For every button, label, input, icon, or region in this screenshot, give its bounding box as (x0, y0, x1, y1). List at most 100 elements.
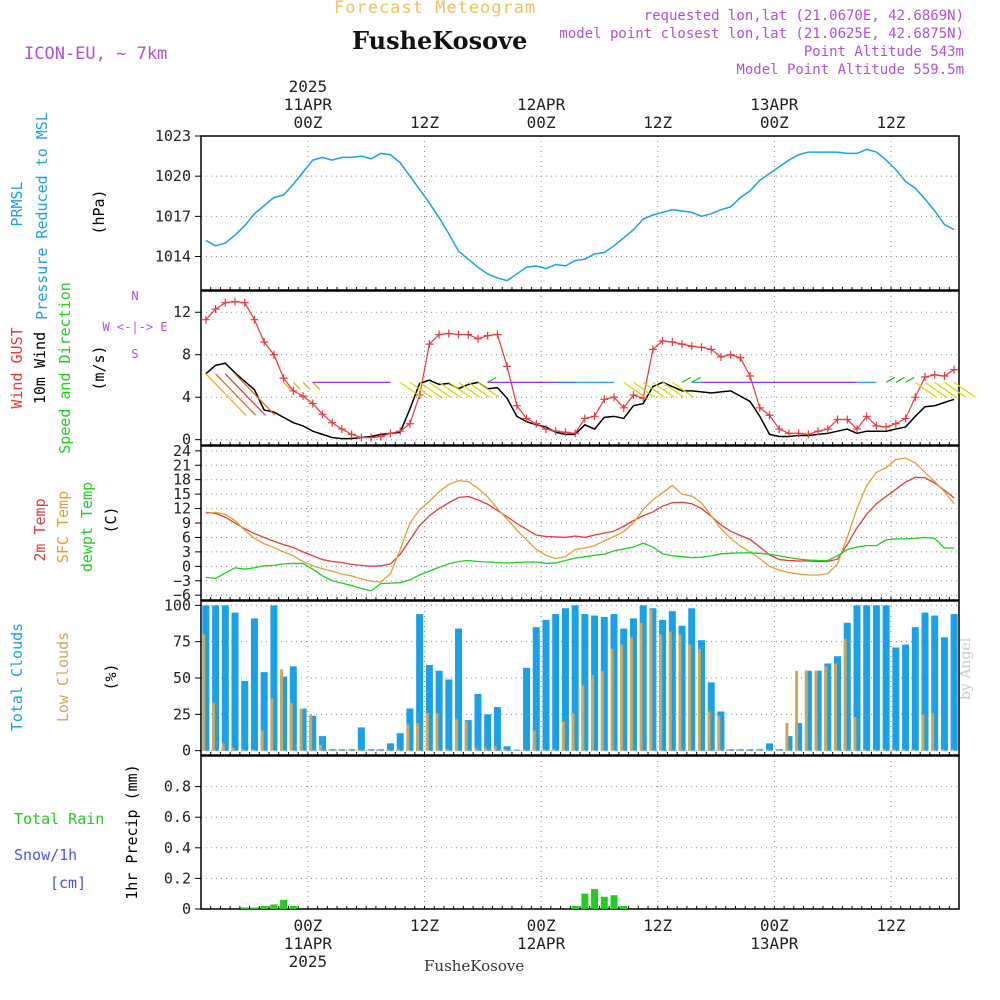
low-cloud-bar (202, 634, 206, 751)
rain-bar (280, 899, 288, 909)
wind-direction-arrow (885, 376, 896, 383)
gust-marker (551, 427, 560, 436)
total-cloud-bar (600, 616, 608, 751)
total-cloud-bar (902, 644, 910, 751)
total-cloud-bar (824, 663, 832, 751)
wind-direction-arrow (205, 373, 247, 416)
low-cloud-bar (299, 708, 303, 751)
low-cloud-bar (348, 749, 352, 751)
wind-direction-arrow (691, 376, 701, 383)
total-cloud-bar (338, 749, 346, 751)
total-cloud-bar (328, 749, 336, 751)
low-cloud-bar (766, 749, 769, 751)
low-cloud-bar (318, 744, 322, 751)
time-label-top: 12Z (877, 113, 906, 132)
y-tick-label: −6 (173, 586, 191, 604)
gust-marker (716, 352, 725, 361)
low-cloud-bar (503, 749, 507, 751)
gust-marker (882, 422, 891, 431)
gust-marker (930, 370, 939, 379)
precip-label-snow: Snow/1h (14, 846, 77, 864)
panel-frame (200, 600, 960, 756)
total-cloud-bar (697, 640, 705, 751)
wind-direction-arrow (671, 381, 694, 398)
total-cloud-bar (581, 614, 589, 751)
gust-marker (318, 410, 327, 419)
gust-marker (610, 393, 619, 402)
pressure-panel: 1014 1017 1020 1023 (155, 127, 960, 291)
y-tick-label: 100 (164, 596, 191, 614)
gust-marker (435, 330, 444, 339)
temp-units: (C) (102, 506, 120, 533)
requested-coords: requested lon,lat (21.0670E, 42.6869N) (643, 8, 964, 24)
y-tick-label: 1020 (155, 167, 191, 185)
y-tick-label: 75 (173, 633, 191, 651)
time-label-bottom: 13APR (750, 934, 799, 953)
total-cloud-bar (464, 720, 472, 751)
gust-marker (940, 371, 949, 380)
time-label-top: 00Z (293, 113, 322, 132)
wind-direction-arrow (944, 381, 967, 398)
low-cloud-bar (542, 749, 546, 751)
y-tick-label: 4 (182, 388, 191, 406)
time-label-top: 00Z (760, 113, 789, 132)
low-cloud-bar (309, 714, 313, 751)
gust-marker (289, 386, 298, 395)
model-altitude: Model Point Altitude 559.5m (736, 62, 964, 78)
temp-2m-line (205, 476, 955, 567)
total-cloud-bar (853, 605, 861, 751)
low-cloud-bar (513, 749, 517, 751)
gust-marker (541, 425, 550, 434)
low-cloud-bar (620, 644, 624, 751)
wind-direction-arrow (458, 381, 481, 398)
total-cloud-bar (785, 736, 793, 751)
gust-marker (347, 430, 356, 439)
rain-bar (571, 905, 579, 909)
wind-direction-arrow (467, 381, 490, 398)
wind-direction-arrow (895, 376, 905, 383)
gust-marker (269, 350, 278, 359)
total-cloud-bar (416, 614, 424, 751)
total-cloud-bar (250, 618, 258, 751)
total-cloud-bar (406, 708, 414, 751)
low-cloud-bar (707, 711, 711, 751)
gust-marker (843, 415, 852, 424)
total-cloud-bar (610, 614, 618, 751)
gust-marker (687, 342, 696, 351)
wind-direction-arrow (652, 381, 675, 398)
precipitation-panel: 0 0.2 0.4 0.6 0.8 (164, 755, 960, 918)
wind-gust-line (205, 301, 955, 439)
wind-direction-arrow (642, 381, 665, 398)
gust-marker (755, 403, 764, 412)
low-cloud-bar (659, 634, 663, 751)
gust-marker (707, 345, 716, 354)
total-cloud-bar (882, 605, 890, 751)
total-cloud-bar (280, 676, 288, 751)
gust-marker (901, 414, 910, 423)
total-cloud-bar (523, 667, 531, 751)
total-cloud-bar (649, 608, 657, 751)
low-cloud-bar (338, 749, 342, 751)
total-cloud-bar (289, 666, 297, 751)
total-cloud-bar (348, 749, 356, 751)
low-cloud-bar (756, 749, 760, 751)
compass-north: N (131, 289, 138, 303)
total-cloud-bar (571, 605, 579, 751)
y-tick-label: 0 (182, 431, 191, 449)
low-cloud-bar (416, 723, 420, 751)
low-cloud-bar (843, 638, 847, 751)
gust-marker (571, 429, 580, 438)
total-cloud-bar (756, 749, 764, 751)
time-label-bottom: 00Z (760, 916, 789, 935)
y-tick-label: 3 (182, 543, 191, 561)
wind-direction-arrow (662, 381, 685, 398)
gust-marker (794, 429, 803, 438)
rain-bar (250, 907, 258, 909)
low-cloud-bar (455, 718, 458, 751)
total-cloud-bar (435, 670, 443, 751)
total-cloud-bar (532, 627, 540, 751)
low-cloud-bar (688, 644, 692, 751)
low-cloud-bar (824, 666, 828, 751)
wind-label-gust: Wind GUST (8, 327, 26, 408)
wind-direction-arrow (312, 381, 321, 390)
